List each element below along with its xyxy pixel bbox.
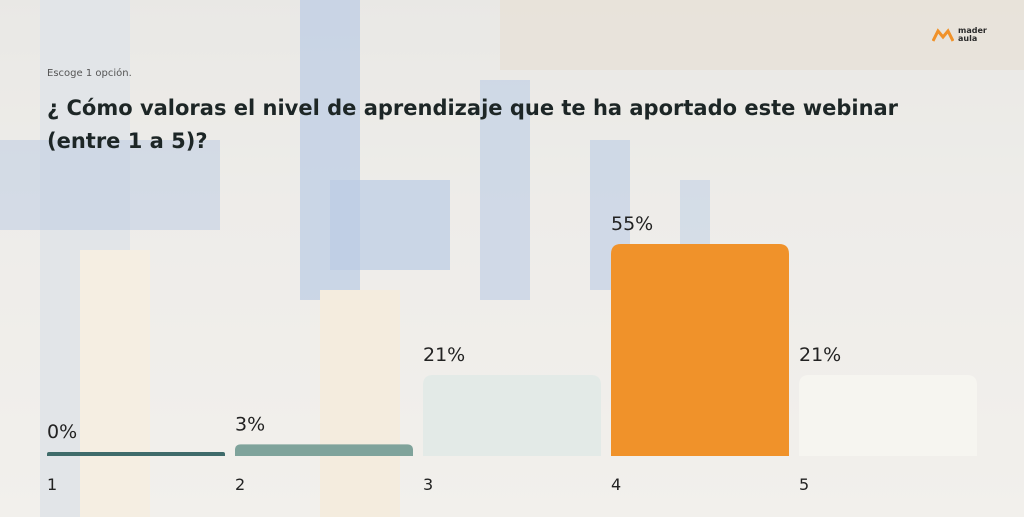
value-label: 55%: [611, 213, 653, 235]
question-title: ¿ Cómo valoras el nivel de aprendizaje q…: [47, 96, 899, 153]
instruction: Escoge 1 opción.: [47, 68, 132, 79]
category-label: 1: [47, 475, 57, 494]
category-label: 4: [611, 475, 621, 494]
bar: [47, 452, 225, 456]
logo: mader aula: [932, 27, 987, 43]
bar: [235, 444, 413, 456]
logo-text: mader: [958, 26, 987, 35]
category-label: 2: [235, 475, 245, 494]
value-label: 21%: [423, 344, 465, 366]
bar: [423, 375, 601, 456]
value-label: 0%: [47, 421, 77, 443]
value-label: 21%: [799, 344, 841, 366]
logo-text: aula: [958, 34, 978, 43]
bar: [611, 244, 789, 456]
category-label: 3: [423, 475, 433, 494]
category-label: 5: [799, 475, 809, 494]
bar: [799, 375, 977, 456]
logo-icon: [932, 28, 954, 42]
value-label: 3%: [235, 413, 265, 435]
